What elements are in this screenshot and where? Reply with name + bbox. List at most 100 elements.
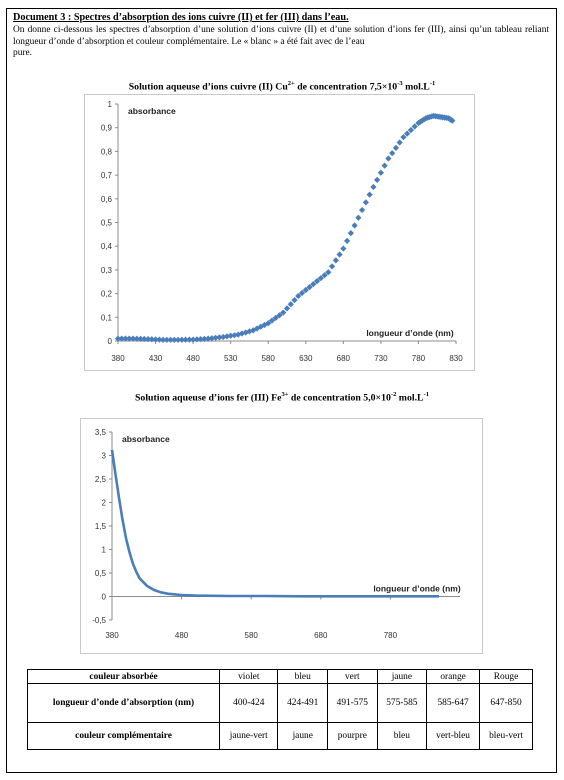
y-tick-label: 1,5 [95,522,107,531]
data-point [295,292,302,300]
y-tick-label: 0,5 [95,569,107,578]
y-tick-label: 1 [102,546,107,555]
y-tick-label: -0,5 [92,616,106,625]
data-point [313,278,321,285]
data-point [328,263,336,270]
data-point [291,297,298,304]
x-tick-label: 780 [384,631,398,640]
color-table: couleur absorbée violet bleu vert jaune … [26,669,533,750]
y-tick-label: 0,5 [101,219,113,228]
iron-chart-frame [80,418,483,654]
data-point [141,335,148,343]
copper-chart-frame [84,94,475,371]
data-point [280,309,287,316]
chart-title-sup: -1 [429,80,436,87]
chart-title-text: Solution aqueuse d’ions cuivre (II) Cu [128,81,288,93]
table-cell: 647-850 [479,683,533,723]
y-tick-label: 3,5 [95,428,107,437]
y-tick-label: 0 [108,337,113,346]
table-cell: Rouge [479,669,533,684]
table-row: couleur absorbée violet bleu vert jaune … [26,669,533,684]
x-tick-label: 830 [449,354,463,363]
data-point [182,336,189,343]
x-tick-label: 380 [111,354,125,363]
data-point [223,333,231,340]
chart-title-text: mol.L [402,81,430,93]
x-tick-label: 530 [224,354,238,363]
data-point [137,335,144,342]
data-point [272,314,279,322]
chart-title-sup: -2 [390,391,397,398]
data-point [178,336,185,343]
x-tick-label: 480 [186,354,200,363]
y-tick-label: 0,7 [101,171,113,180]
table-cell: orange [426,669,481,684]
y-axis-label: absorbance [122,434,170,444]
table-cell: jaune [277,722,328,750]
table-cell: vert-bleu [426,722,481,750]
y-axis-label: absorbance [128,106,176,116]
table-cell: 424-491 [277,683,328,723]
chart-title-sup: -3 [397,80,403,87]
table-cell: bleu-vert [479,722,533,750]
x-tick-label: 380 [105,631,119,640]
document-frame [6,8,557,773]
table-cell: bleu [376,722,428,750]
table-cell: bleu [277,669,328,684]
table-row-header: longueur d’onde d’absorption (nm) [26,683,221,723]
y-tick-label: 0,4 [101,242,113,251]
y-tick-label: 0,3 [101,266,113,275]
y-tick-label: 0,9 [101,124,113,133]
chart-title-sup: 2+ [287,80,295,87]
data-point [340,245,347,252]
table-row: couleur complémentaire jaune-vert jaune … [26,722,533,750]
document-title: Document 3 : Spectres d’absorption des i… [13,12,349,23]
data-point [332,257,339,264]
x-tick-label: 630 [299,354,313,363]
data-point [227,332,234,339]
x-tick-label: 680 [337,354,351,363]
data-point [287,301,294,308]
data-point [268,317,276,324]
data-point [283,305,291,312]
x-axis-label: longueur d’onde (nm) [373,584,461,594]
table-cell: violet [219,669,279,684]
table-cell: 585-647 [426,683,481,723]
x-axis-label: longueur d’onde (nm) [366,328,454,338]
table-cell: 400-424 [219,683,279,723]
x-tick-label: 680 [314,631,328,640]
data-point [276,312,283,319]
intro-paragraph-end: pure. [13,48,33,58]
y-tick-label: 0,1 [101,313,113,322]
y-tick-label: 0 [102,593,107,602]
data-point [310,281,317,288]
table-cell: vert [327,669,378,684]
data-point [302,286,309,294]
x-tick-label: 430 [149,354,163,363]
x-tick-label: 480 [175,631,189,640]
chart-title-text: de concentration 7,5×10 [294,81,398,93]
y-tick-label: 0,6 [101,195,113,204]
chart-title-copper: Solution aqueuse d’ions cuivre (II) Cu2+… [0,80,564,92]
table-row: longueur d’onde d’absorption (nm) 400-42… [26,683,533,723]
table-row-header: couleur absorbée [26,669,221,684]
x-tick-label: 580 [245,631,259,640]
chart-title-sup: -1 [423,391,429,398]
data-point [265,320,272,327]
data-point [317,275,324,282]
y-tick-label: 1 [108,100,113,109]
x-tick-label: 780 [412,354,426,363]
table-cell: 575-585 [376,683,428,723]
data-point [306,283,313,291]
chart-title-text: Solution aqueuse d’ions fer (III) Fe [134,392,282,404]
table-cell: 491-575 [327,683,378,723]
data-point [186,336,193,343]
table-cell: pourpre [327,722,378,750]
table-cell: jaune-vert [219,722,279,750]
y-tick-label: 0,2 [101,290,113,299]
table-row-header: couleur complémentaire [26,722,221,750]
x-tick-label: 730 [374,354,388,363]
table-cell: jaune [376,669,428,684]
